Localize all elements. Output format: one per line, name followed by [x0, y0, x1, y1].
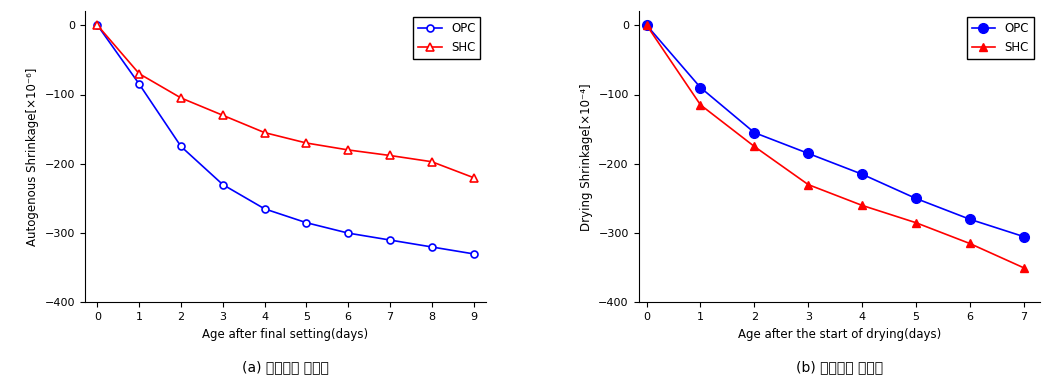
SHC — [855, 203, 868, 208]
OPC — [216, 182, 229, 187]
OPC — [91, 23, 104, 28]
SHC — [748, 144, 761, 149]
SHC — [640, 23, 653, 28]
SHC — [133, 71, 145, 76]
Text: (b) 건조수축 변형률: (b) 건조수축 변형률 — [796, 361, 883, 375]
SHC — [694, 102, 707, 107]
SHC — [342, 148, 354, 152]
SHC — [467, 175, 480, 180]
OPC — [467, 252, 480, 256]
OPC — [425, 245, 438, 249]
Text: (a) 자기수축 변형률: (a) 자기수축 변형률 — [242, 361, 329, 375]
SHC — [258, 130, 271, 135]
Line: OPC: OPC — [642, 20, 1028, 242]
SHC — [384, 153, 397, 158]
OPC — [909, 196, 922, 201]
OPC — [855, 172, 868, 177]
SHC — [300, 141, 313, 145]
OPC — [175, 144, 188, 149]
OPC — [802, 151, 815, 156]
SHC — [1017, 265, 1030, 270]
OPC — [963, 217, 976, 222]
Line: SHC: SHC — [93, 21, 477, 182]
SHC — [802, 182, 815, 187]
Line: OPC: OPC — [94, 22, 477, 257]
OPC — [640, 23, 653, 28]
X-axis label: Age after final setting(days): Age after final setting(days) — [203, 328, 368, 341]
OPC — [342, 231, 354, 235]
SHC — [91, 23, 104, 28]
OPC — [133, 82, 145, 87]
OPC — [258, 206, 271, 211]
SHC — [425, 160, 438, 164]
X-axis label: Age after the start of drying(days): Age after the start of drying(days) — [737, 328, 941, 341]
Line: SHC: SHC — [643, 21, 1028, 272]
Legend: OPC, SHC: OPC, SHC — [967, 17, 1033, 59]
OPC — [300, 220, 313, 225]
SHC — [909, 220, 922, 225]
OPC — [384, 238, 397, 242]
SHC — [216, 113, 229, 118]
OPC — [1017, 234, 1030, 239]
OPC — [694, 85, 707, 90]
SHC — [175, 96, 188, 100]
SHC — [963, 241, 976, 246]
Y-axis label: Drying Shrinkage[×10⁻⁴]: Drying Shrinkage[×10⁻⁴] — [579, 83, 593, 231]
Y-axis label: Autogenous Shrinkage[×10⁻⁶]: Autogenous Shrinkage[×10⁻⁶] — [27, 68, 39, 246]
OPC — [748, 130, 761, 135]
Legend: OPC, SHC: OPC, SHC — [413, 17, 481, 59]
